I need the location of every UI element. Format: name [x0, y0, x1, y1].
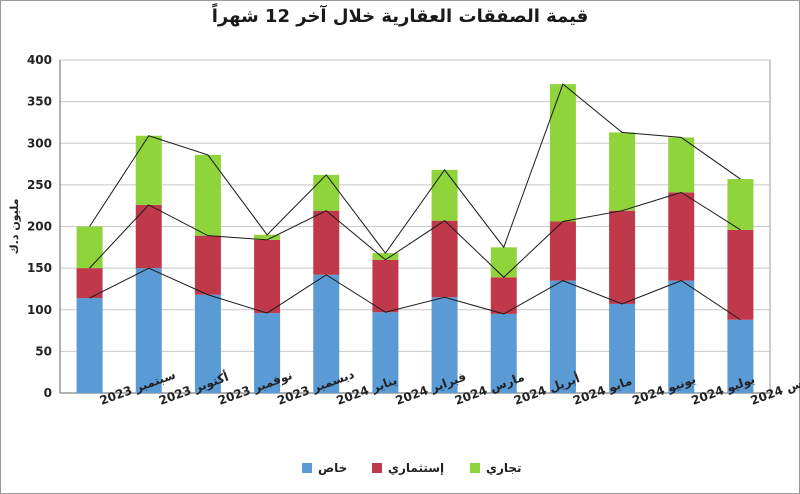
- bar-segment: [372, 253, 399, 260]
- bar-segment: [313, 210, 340, 275]
- bar-segment: [431, 169, 458, 221]
- y-tick-label: 350: [27, 95, 52, 109]
- bar-segment: [254, 239, 281, 314]
- bar-segment: [254, 313, 281, 393]
- bar-segment: [431, 220, 458, 298]
- y-tick-label: 300: [27, 136, 52, 150]
- y-tick-label: 100: [27, 303, 52, 317]
- bar-segment: [727, 229, 754, 320]
- bar-segment: [76, 298, 103, 393]
- bar-segment: [194, 235, 221, 295]
- bar-segment: [668, 192, 695, 281]
- y-tick-label: 250: [27, 178, 52, 192]
- legend-item-investment: إستثماري: [372, 461, 444, 475]
- series-connector-line: [89, 83, 741, 254]
- bar-segment: [313, 274, 340, 393]
- series-connector-line: [89, 191, 741, 278]
- legend-label-investment: إستثماري: [388, 461, 445, 475]
- series-connector-line: [89, 267, 741, 321]
- bar-segment: [727, 319, 754, 393]
- y-tick-label: 0: [44, 386, 52, 400]
- bar-segment: [135, 135, 162, 205]
- bar-segment: [135, 268, 162, 393]
- bar-segment: [431, 297, 458, 393]
- bar-segment: [490, 277, 517, 314]
- bar-segment: [668, 280, 695, 393]
- legend-label-private: خاص: [318, 461, 348, 475]
- bar-segment: [372, 312, 399, 393]
- bar-segment: [194, 294, 221, 393]
- bar-segment: [609, 132, 636, 211]
- bar-segment: [668, 137, 695, 193]
- y-tick-label: 150: [27, 261, 52, 275]
- bar-segment: [135, 204, 162, 269]
- legend-swatch-investment: [372, 463, 382, 473]
- y-tick-label: 200: [27, 220, 52, 234]
- bar-segment: [549, 84, 576, 222]
- y-tick-label: 50: [35, 344, 52, 358]
- bar-segment: [254, 234, 281, 240]
- legend-label-commercial: تجاري: [486, 461, 522, 475]
- bar-segment: [490, 313, 517, 393]
- bar-segment: [194, 154, 221, 236]
- bar-segment: [549, 280, 576, 393]
- bar-segment: [549, 221, 576, 281]
- legend-item-private: خاص: [302, 461, 347, 475]
- bar-segment: [76, 226, 103, 269]
- legend-swatch-commercial: [470, 463, 480, 473]
- bar-segment: [609, 210, 636, 304]
- legend-swatch-private: [302, 463, 312, 473]
- bar-segment: [727, 179, 754, 230]
- y-tick-label: 400: [27, 53, 52, 67]
- bar-segment: [313, 174, 340, 211]
- bar-segment: [372, 259, 399, 313]
- bar-segment: [609, 303, 636, 393]
- bar-segment: [76, 268, 103, 299]
- legend-item-commercial: تجاري: [470, 461, 522, 475]
- chart-title: قيمة الصفقات العقارية خلال آخر 12 شهراً: [211, 6, 589, 27]
- bar-segment: [490, 247, 517, 278]
- y-axis-label: مليون د.ك: [8, 199, 21, 255]
